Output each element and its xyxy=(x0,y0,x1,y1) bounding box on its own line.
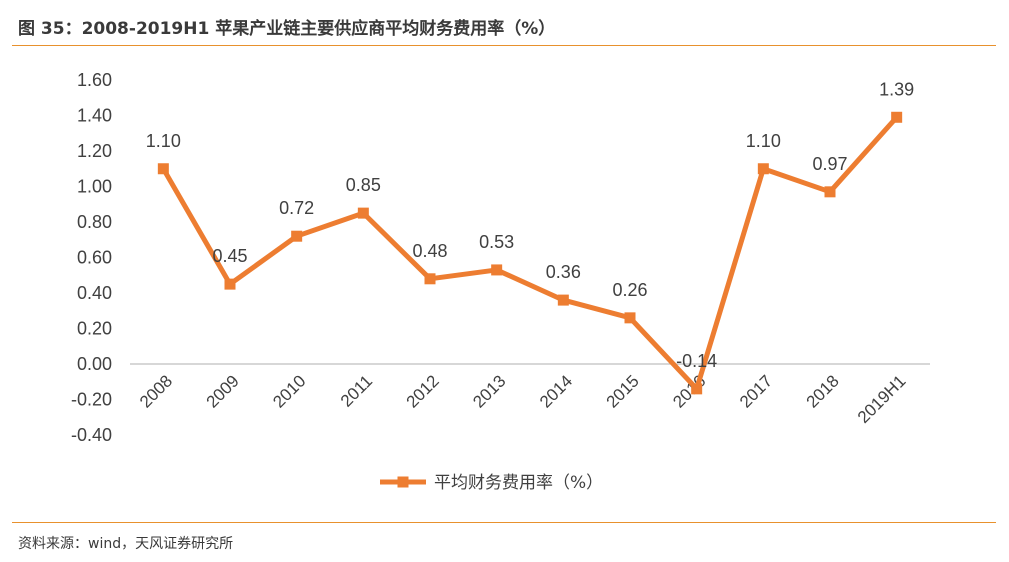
data-label: 1.10 xyxy=(146,131,181,151)
x-tick-label: 2013 xyxy=(469,371,509,411)
legend-marker-swatch xyxy=(397,476,409,488)
x-tick-label: 2012 xyxy=(403,371,443,411)
x-tick-label: 2016 xyxy=(669,371,709,411)
y-tick-label: 0.60 xyxy=(77,248,112,268)
y-tick-label: 0.80 xyxy=(77,212,112,232)
top-divider xyxy=(12,45,996,46)
data-label: 0.36 xyxy=(546,262,581,282)
data-point-marker xyxy=(824,186,836,198)
y-tick-label: 1.20 xyxy=(77,141,112,161)
data-label: 0.45 xyxy=(212,246,247,266)
data-label: -0.14 xyxy=(676,351,717,371)
y-tick-label: 1.00 xyxy=(77,177,112,197)
data-label: 0.26 xyxy=(612,280,647,300)
y-tick-label: -0.20 xyxy=(71,390,112,410)
data-label: 0.48 xyxy=(412,241,447,261)
legend: 平均财务费用率（%） xyxy=(380,473,603,493)
data-point-marker xyxy=(557,294,569,306)
y-tick-label: 0.40 xyxy=(77,283,112,303)
legend-label: 平均财务费用率（%） xyxy=(434,473,603,493)
data-label: 0.72 xyxy=(279,198,314,218)
data-point-marker xyxy=(624,312,636,324)
x-tick-label: 2017 xyxy=(736,371,776,411)
x-tick-label: 2011 xyxy=(337,371,376,410)
y-axis-ticks: 1.60 1.40 1.20 1.00 0.80 0.60 0.40 0.20 0.00 -0.2… xyxy=(71,70,112,445)
data-label: 0.53 xyxy=(479,232,514,252)
data-point-marker xyxy=(491,264,503,276)
data-label: 0.97 xyxy=(812,154,847,174)
series-markers xyxy=(157,111,903,395)
bottom-divider xyxy=(12,522,996,523)
y-tick-label: 1.40 xyxy=(77,106,112,126)
y-tick-label: 0.00 xyxy=(77,354,112,374)
x-tick-label: 2018 xyxy=(803,371,843,411)
data-label: 1.39 xyxy=(879,79,914,99)
x-tick-label: 2010 xyxy=(269,371,309,411)
x-tick-label: 2019H1 xyxy=(854,371,910,427)
data-label: 1.10 xyxy=(746,131,781,151)
data-point-marker xyxy=(757,163,769,175)
data-labels: 1.10 0.45 0.72 0.85 0.48 0.53 0.36 0.26 -0.14 1.1… xyxy=(146,79,914,371)
line-chart: 1.60 1.40 1.20 1.00 0.80 0.60 0.40 0.20 0.00 -0.2… xyxy=(71,70,930,493)
x-tick-label: 2015 xyxy=(603,371,643,411)
figure-title: 图 35：2008-2019H1 苹果产业链主要供应商平均财务费用率（%） xyxy=(18,19,556,39)
data-point-marker xyxy=(157,163,169,175)
source-note: 资料来源：wind，天风证券研究所 xyxy=(18,536,234,552)
data-point-marker xyxy=(691,383,703,395)
data-point-marker xyxy=(357,207,369,219)
data-label: 0.85 xyxy=(346,175,381,195)
y-tick-label: 1.60 xyxy=(77,70,112,90)
y-tick-label: -0.40 xyxy=(71,425,112,445)
y-tick-label: 0.20 xyxy=(77,319,112,339)
x-tick-label: 2009 xyxy=(203,371,243,411)
data-point-marker xyxy=(291,230,303,242)
series-line xyxy=(161,115,899,392)
data-point-marker xyxy=(424,273,436,285)
x-tick-label: 2008 xyxy=(136,371,176,411)
x-tick-label: 2014 xyxy=(536,371,576,411)
x-axis-ticks: 2008 2009 2010 2011 2012 2013 2014 2015 2016 2017… xyxy=(136,371,910,427)
data-point-marker xyxy=(891,111,903,123)
data-point-marker xyxy=(224,278,236,290)
